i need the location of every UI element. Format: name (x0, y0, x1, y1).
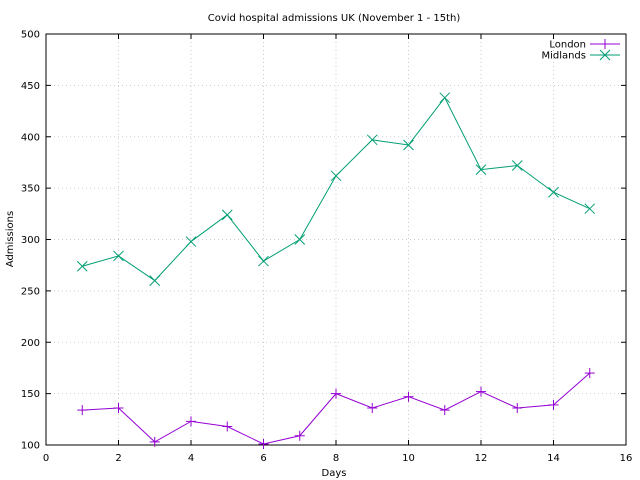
data-point (403, 391, 414, 402)
y-tick-label: 200 (21, 338, 40, 349)
data-point (366, 134, 378, 146)
data-point (548, 186, 559, 198)
x-tick-label: 0 (43, 453, 49, 464)
y-tick-label: 300 (21, 235, 40, 246)
legend-label: Midlands (541, 51, 586, 62)
chart-title: Covid hospital admissions UK (November 1… (208, 13, 461, 24)
data-point (331, 388, 341, 399)
y-tick-label: 500 (21, 30, 40, 41)
y-tick-label: 450 (21, 81, 40, 92)
data-point (548, 399, 559, 410)
data-point (149, 275, 161, 286)
series-london (77, 368, 595, 449)
data-point (512, 403, 523, 414)
x-axis-label: Days (322, 468, 347, 479)
legend-marker (600, 39, 610, 49)
x-tick-label: 14 (547, 453, 560, 464)
series-layer (76, 92, 596, 449)
data-point (113, 403, 124, 414)
series-line (82, 96, 590, 282)
data-point (367, 403, 378, 414)
y-tick-label: 150 (21, 389, 40, 400)
data-point (584, 368, 595, 379)
data-point (149, 436, 160, 447)
x-tick-label: 12 (475, 453, 488, 464)
data-point (330, 170, 342, 182)
legend-item: London (549, 39, 620, 51)
data-point (185, 236, 197, 247)
series-midlands (76, 92, 596, 286)
data-point (294, 430, 305, 441)
data-point (511, 160, 523, 171)
data-point (475, 164, 487, 175)
y-axis-label: Admissions (5, 211, 16, 267)
data-point (584, 203, 596, 215)
y-tick-label: 350 (21, 184, 40, 195)
grid (46, 34, 626, 445)
x-tick-label: 16 (620, 453, 633, 464)
data-point (294, 234, 306, 245)
data-point (258, 438, 269, 449)
data-point (77, 405, 88, 416)
x-tick-label: 4 (188, 453, 194, 464)
data-point (403, 139, 414, 151)
data-point (221, 209, 233, 221)
legend-label: London (549, 40, 586, 51)
data-point (439, 92, 451, 104)
x-tick-label: 2 (115, 453, 121, 464)
series-line (82, 372, 591, 445)
legend-item: Midlands (541, 49, 620, 62)
legend-marker (599, 49, 611, 61)
x-axis: 0 2 4 6 8 10 12 14 16 (43, 34, 633, 464)
y-tick-label: 400 (21, 132, 40, 143)
x-tick-label: 10 (402, 453, 415, 464)
x-tick-label: 8 (333, 453, 339, 464)
y-tick-label: 250 (21, 286, 40, 297)
data-point (113, 250, 124, 262)
y-tick-label: 100 (21, 441, 40, 452)
y-axis: 100 150 200 250 300 350 400 450 500 (21, 30, 626, 452)
data-point (222, 421, 233, 432)
data-point (186, 416, 196, 427)
data-point (439, 405, 450, 416)
data-point (476, 386, 486, 397)
data-point (258, 255, 269, 267)
data-point (76, 260, 88, 272)
x-tick-label: 6 (260, 453, 266, 464)
